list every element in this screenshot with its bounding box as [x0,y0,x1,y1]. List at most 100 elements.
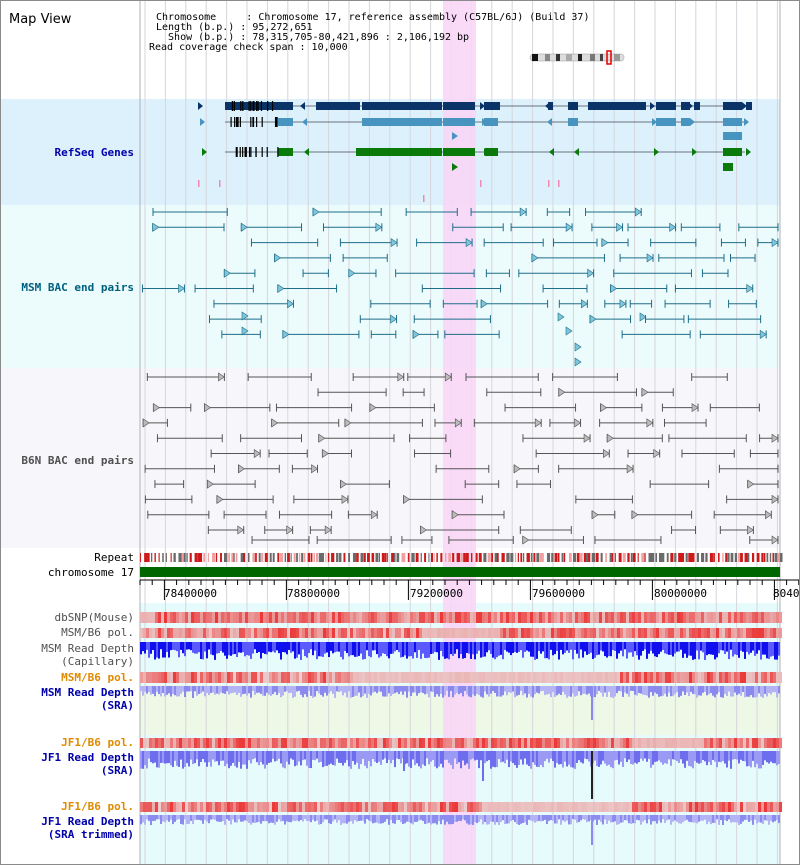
dbsnp-heat-cell [605,612,608,623]
gene-strand-arrow [574,148,579,156]
msm-sra-depth-bar [716,686,718,695]
label-refseq-genes[interactable]: RefSeq Genes [55,146,134,159]
msm-sra-depth-bar [354,686,356,696]
dbsnp-heat-cell [425,612,428,623]
msm-sra-depth-bar [416,686,418,696]
repeat-element [561,553,564,562]
dbsnp-heat-cell [509,612,512,623]
jf1-sra-depth-bar [598,751,600,767]
jf1-sra-depth-bar [750,751,752,768]
msm-pol-heat-cell [710,628,713,638]
msm-pol-heat-cell [707,628,710,638]
msm-sra-depth-bar [402,686,404,695]
msm-capillary-depth-bar [250,642,252,659]
jf1-pol-trim-heat-cell [572,802,575,812]
msm-sra-depth-bar [584,686,586,694]
jf1-trim-depth-bar [728,815,730,820]
dbsnp-heat-cell [656,612,659,623]
msm-pol-heat-cell [572,628,575,638]
msm-capillary-depth-bar [196,642,198,654]
msm-sra-depth-bar [254,686,256,695]
repeat-element [696,553,700,562]
msm-capillary-depth-bar [604,642,606,657]
msm-pol-sra-heat-cell [596,672,599,683]
dbsnp-heat-cell [704,612,707,623]
jf1-pol-heat-cell [353,738,356,748]
b6n-bac-direction [370,510,378,520]
msm-pol-sra-heat-cell [683,672,686,683]
msm-capillary-depth-bar [230,642,232,656]
jf1-sra-depth-bar [252,751,254,760]
jf1-pol-heat-cell [755,738,758,748]
repeat-element [526,553,530,562]
msm-pol-heat-cell [518,628,521,638]
msm-capillary-depth-bar [384,642,386,655]
jf1-trim-depth-bar [454,815,456,822]
msm-pol-sra-heat-cell [707,672,710,683]
jf1-sra-depth-bar [196,751,198,760]
jf1-trim-depth-bar [686,815,688,820]
jf1-pol-trim-heat-cell [650,802,653,812]
dbsnp-heat-cell [224,612,227,623]
dbsnp-heat-cell [560,612,563,623]
msm-capillary-depth-bar [140,642,142,655]
msm-pol-heat-cell [587,628,590,638]
jf1-pol-heat-cell [419,738,422,748]
jf1-pol-heat-cell [398,738,401,748]
msm-capillary-depth-bar [252,642,254,654]
repeat-element [287,553,290,562]
msm-pol-sra-heat-cell [440,672,443,683]
gene-exon-tick [250,101,252,111]
msm-sra-depth-bar [334,686,336,698]
jf1-sra-depth-bar [622,751,624,767]
jf1-pol-heat-cell [146,738,149,748]
dbsnp-heat-cell [629,612,632,623]
jf1-trim-depth-bar [398,815,400,820]
msm-pol-heat-cell [692,628,695,638]
jf1-pol-trim-heat-cell [332,802,335,812]
b6n-bac-direction [606,433,614,443]
label-msm-depth-sra-1: MSM Read Depth [41,686,134,699]
chromosome-ideogram[interactable] [529,50,625,65]
jf1-pol-trim-heat-cell [515,802,518,812]
jf1-trim-depth-bar [704,815,706,820]
dbsnp-heat-cell [725,612,728,623]
msm-sra-depth-bar [158,686,160,694]
msm-pol-sra-heat-cell [173,672,176,683]
label-msm-bac[interactable]: MSM BAC end pairs [21,281,134,294]
msm-capillary-depth-bar [580,642,582,650]
jf1-pol-heat-cell [695,738,698,748]
jf1-sra-depth-bar [696,751,698,763]
jf1-sra-depth-bar [428,751,430,765]
dbsnp-heat-cell [545,612,548,623]
msm-sra-depth-bar [530,686,532,697]
msm-sra-depth-bar [512,686,514,692]
dbsnp-heat-cell [599,612,602,623]
msm-pol-sra-heat-cell [614,672,617,683]
jf1-sra-depth-bar [674,751,676,760]
msm-pol-sra-heat-cell [269,672,272,683]
msm-pol-sra-heat-cell [578,672,581,683]
msm-capillary-depth-bar [276,642,278,651]
jf1-trim-depth-bar [390,815,392,820]
label-b6n-bac[interactable]: B6N BAC end pairs [21,454,134,467]
jf1-pol-trim-heat-cell [488,802,491,812]
dbsnp-heat-cell [470,612,473,623]
msm-capillary-depth-bar [632,642,634,657]
jf1-trim-depth-bar [262,815,264,822]
dbsnp-heat-cell [389,612,392,623]
msm-pol-sra-heat-cell [560,672,563,683]
msm-capillary-depth-bar [778,642,780,656]
msm-capillary-depth-bar [376,642,378,655]
info-length: Length (b.p.) : 95,272,651 [156,22,313,33]
jf1-sra-depth-bar [274,751,276,762]
jf1-pol-trim-heat-cell [479,802,482,812]
msm-pol-sra-heat-cell [293,672,296,683]
msm-pol-sra-heat-cell [524,672,527,683]
jf1-sra-depth-bar [478,751,480,769]
jf1-sra-depth-bar [330,751,332,764]
msm-sra-depth-bar [692,686,694,694]
jf1-trim-depth-bar [360,815,362,821]
jf1-pol-trim-heat-cell [230,802,233,812]
jf1-pol-trim-heat-cell [497,802,500,812]
